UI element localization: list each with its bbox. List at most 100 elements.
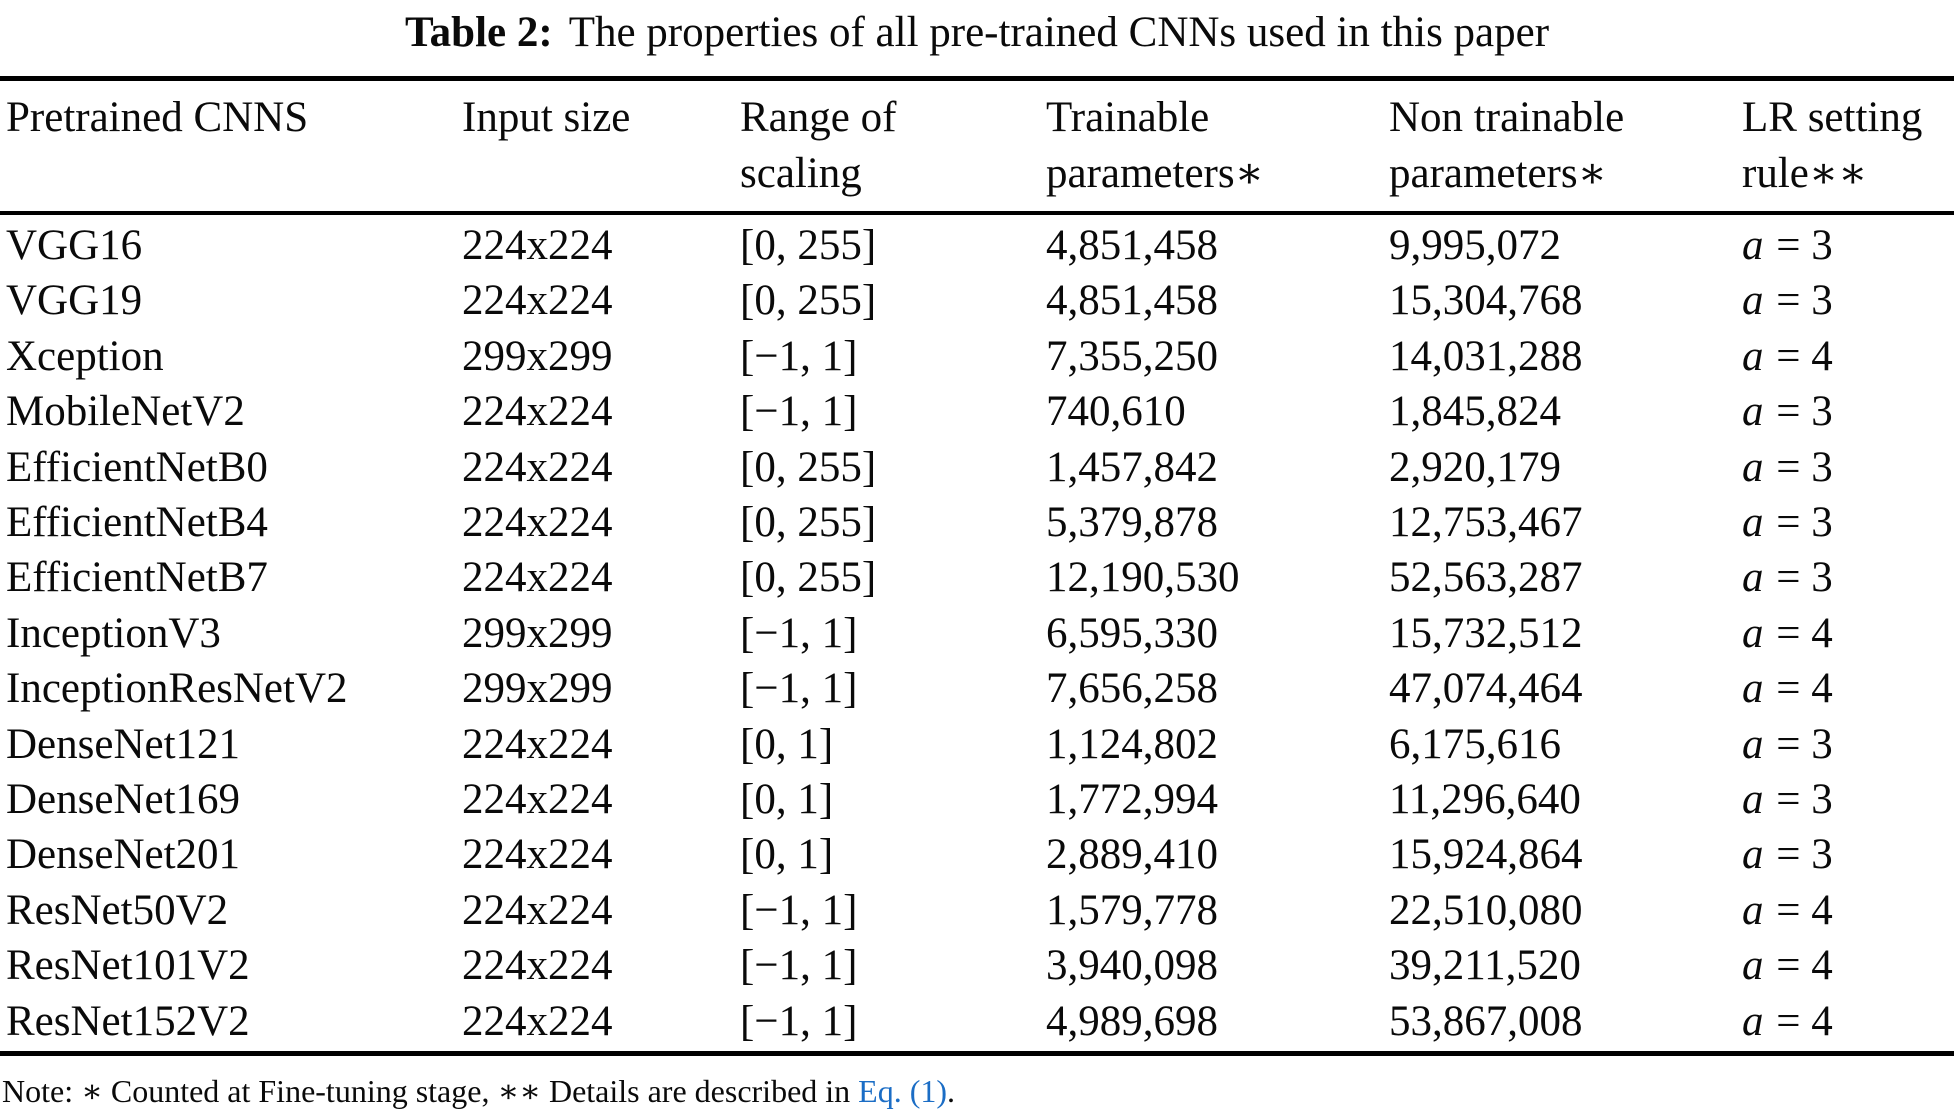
lr-variable: a — [1742, 554, 1764, 602]
lr-value: = 3 — [1776, 443, 1833, 491]
lr-rule-cell: a = 3 — [1742, 717, 1954, 772]
lr-value: = 4 — [1776, 886, 1833, 934]
trainable-params-cell: 4,851,458 — [1046, 222, 1218, 269]
scaling-range-cell: [0, 1] — [740, 720, 834, 768]
column-header-lr-rule: LR setting rule∗∗ — [1742, 90, 1954, 202]
trainable-params-cell: 2,889,410 — [1046, 831, 1218, 879]
model-cell: EfficientNetB7 — [6, 554, 268, 602]
model-cell: DenseNet121 — [6, 720, 241, 768]
column-header-line: parameters∗ — [1389, 150, 1607, 197]
lr-variable: a — [1742, 942, 1764, 990]
model-cell: EfficientNetB4 — [6, 499, 268, 547]
scaling-range-cell: [−1, 1] — [740, 388, 858, 436]
column-header-line: Range of — [740, 94, 897, 141]
scaling-range-cell: [0, 255] — [740, 499, 877, 547]
lr-variable: a — [1742, 886, 1764, 934]
scaling-range-cell: [0, 255] — [740, 222, 877, 269]
non-trainable-params-cell: 15,304,768 — [1389, 277, 1583, 325]
lr-variable: a — [1742, 831, 1764, 879]
scaling-range-cell: [0, 255] — [740, 277, 877, 325]
input-size-cell: 299x299 — [462, 665, 613, 713]
non-trainable-params-cell: 52,563,287 — [1389, 554, 1583, 602]
column-header-input-size: Input size — [462, 90, 740, 202]
column-header-line: Non trainable — [1389, 94, 1625, 141]
table-row: DenseNet201 224x224 [0, 1] 2,889,410 15,924,… — [0, 827, 1954, 882]
lr-variable: a — [1742, 776, 1764, 824]
lr-variable: a — [1742, 609, 1764, 657]
lr-rule-cell: a = 3 — [1742, 772, 1954, 827]
trainable-params-cell: 7,656,258 — [1046, 665, 1218, 713]
lr-rule-cell: a = 3 — [1742, 273, 1954, 328]
table-bottom-rule — [0, 1051, 1954, 1057]
lr-rule-cell: a = 4 — [1742, 329, 1954, 384]
lr-variable: a — [1742, 997, 1764, 1045]
column-header-line: Pretrained CNNS — [6, 94, 309, 141]
equation-link[interactable]: Eq. (1) — [858, 1073, 948, 1110]
non-trainable-params-cell: 6,175,616 — [1389, 720, 1561, 768]
non-trainable-params-cell: 39,211,520 — [1389, 942, 1581, 990]
trainable-params-cell: 5,379,878 — [1046, 499, 1218, 547]
model-cell: InceptionV3 — [6, 609, 221, 657]
column-header-line: Trainable — [1046, 94, 1210, 141]
lr-value: = 4 — [1776, 665, 1833, 713]
lr-value: = 3 — [1776, 554, 1833, 602]
column-header-line: LR setting — [1742, 94, 1923, 141]
model-cell: MobileNetV2 — [6, 388, 245, 436]
scaling-range-cell: [−1, 1] — [740, 609, 858, 657]
model-cell: DenseNet201 — [6, 831, 241, 879]
table-row: MobileNetV2 224x224 [−1, 1] 740,610 1,845,82… — [0, 384, 1954, 439]
column-header-line: parameters∗ — [1046, 150, 1264, 197]
lr-value: = 3 — [1776, 277, 1833, 325]
scaling-range-cell: [−1, 1] — [740, 665, 858, 713]
trainable-params-cell: 12,190,530 — [1046, 554, 1240, 602]
lr-rule-cell: a = 4 — [1742, 883, 1954, 938]
non-trainable-params-cell: 53,867,008 — [1389, 997, 1583, 1045]
trainable-params-cell: 7,355,250 — [1046, 332, 1218, 380]
input-size-cell: 224x224 — [462, 997, 613, 1045]
trainable-params-cell: 3,940,098 — [1046, 942, 1218, 990]
lr-rule-cell: a = 3 — [1742, 495, 1954, 550]
column-header-scaling-range: Range of scaling — [740, 90, 1046, 202]
lr-rule-cell: a = 4 — [1742, 994, 1954, 1049]
non-trainable-params-cell: 11,296,640 — [1389, 776, 1581, 824]
lr-rule-cell: a = 3 — [1742, 550, 1954, 605]
lr-variable: a — [1742, 720, 1764, 768]
input-size-cell: 299x299 — [462, 609, 613, 657]
model-cell: Xception — [6, 332, 164, 380]
table-caption-label: Table 2: — [404, 9, 553, 56]
table-row: EfficientNetB4 224x224 [0, 255] 5,379,878 12… — [0, 495, 1954, 550]
lr-rule-cell: a = 4 — [1742, 938, 1954, 993]
table-row: VGG16 224x224 [0, 255] 4,851,458 9,995,072 a … — [0, 218, 1954, 273]
trainable-params-cell: 1,579,778 — [1046, 886, 1218, 934]
lr-value: = 4 — [1776, 942, 1833, 990]
trainable-params-cell: 1,124,802 — [1046, 720, 1218, 768]
trainable-params-cell: 1,457,842 — [1046, 443, 1218, 491]
scaling-range-cell: [0, 255] — [740, 443, 877, 491]
non-trainable-params-cell: 12,753,467 — [1389, 499, 1583, 547]
scaling-range-cell: [0, 255] — [740, 554, 877, 602]
trainable-params-cell: 4,851,458 — [1046, 277, 1218, 325]
lr-variable: a — [1742, 332, 1764, 380]
trainable-params-cell: 1,772,994 — [1046, 776, 1218, 824]
lr-value: = 3 — [1776, 388, 1833, 436]
lr-value: = 4 — [1776, 609, 1833, 657]
lr-value: = 3 — [1776, 222, 1833, 269]
input-size-cell: 224x224 — [462, 388, 613, 436]
lr-value: = 3 — [1776, 499, 1833, 547]
scaling-range-cell: [0, 1] — [740, 776, 834, 824]
trainable-params-cell: 6,595,330 — [1046, 609, 1218, 657]
scaling-range-cell: [0, 1] — [740, 831, 834, 879]
column-header-line: rule∗∗ — [1742, 150, 1868, 197]
non-trainable-params-cell: 47,074,464 — [1389, 665, 1583, 713]
column-header-non-trainable-params: Non trainable parameters∗ — [1389, 90, 1742, 202]
column-header-trainable-params: Trainable parameters∗ — [1046, 90, 1389, 202]
lr-variable: a — [1742, 499, 1764, 547]
table-row: VGG19 224x224 [0, 255] 4,851,458 15,304,768 a… — [0, 273, 1954, 328]
lr-rule-cell: a = 4 — [1742, 661, 1954, 716]
lr-variable: a — [1742, 443, 1764, 491]
table-row: Xception 299x299 [−1, 1] 7,355,250 14,031,28… — [0, 329, 1954, 384]
lr-value: = 3 — [1776, 831, 1833, 879]
lr-rule-cell: a = 3 — [1742, 440, 1954, 495]
scaling-range-cell: [−1, 1] — [740, 332, 858, 380]
model-cell: InceptionResNetV2 — [6, 665, 348, 713]
